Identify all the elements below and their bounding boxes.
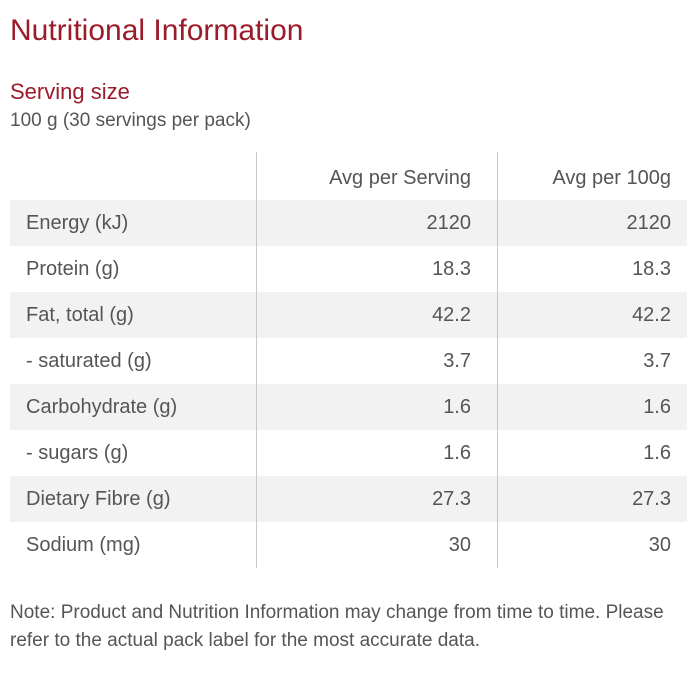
value-per-serving: 27.3: [256, 476, 497, 522]
value-per-serving: 3.7: [256, 338, 497, 384]
page-title: Nutritional Information: [10, 14, 304, 47]
value-per-100g: 2120: [497, 200, 687, 246]
nutrient-name: - saturated (g): [26, 349, 152, 372]
nutrient-name: Carbohydrate (g): [26, 395, 178, 418]
column-header-avg-per-serving: Avg per Serving: [256, 152, 497, 200]
value-per-100g: 1.6: [497, 384, 687, 430]
nutrient-name: - sugars (g): [26, 441, 129, 464]
value-per-serving: 1.6: [256, 430, 497, 476]
value-per-serving: 1.6: [256, 384, 497, 430]
table-row-saturated: - saturated (g) 3.7 3.7: [10, 338, 687, 384]
value-per-serving: 42.2: [256, 292, 497, 338]
table-header-row: Avg per Serving Avg per 100g: [10, 152, 687, 200]
nutrient-name: Protein (g): [26, 257, 120, 280]
table-row-dietary-fibre: Dietary Fibre (g) 27.3 27.3: [10, 476, 687, 522]
table-row-sodium: Sodium (mg) 30 30: [10, 522, 687, 568]
table-row-protein: Protein (g) 18.3 18.3: [10, 246, 687, 292]
nutrient-name: Energy (kJ): [26, 211, 129, 234]
value-per-serving: 18.3: [256, 246, 497, 292]
value-per-100g: 27.3: [497, 476, 687, 522]
nutrient-name: Dietary Fibre (g): [26, 487, 171, 510]
nutrition-table: Avg per Serving Avg per 100g Energy (kJ)…: [10, 152, 687, 568]
value-per-100g: 1.6: [497, 430, 687, 476]
nutrient-name: Fat, total (g): [26, 303, 134, 326]
table-row-sugars: - sugars (g) 1.6 1.6: [10, 430, 687, 476]
value-per-100g: 18.3: [497, 246, 687, 292]
table-row-carbohydrate: Carbohydrate (g) 1.6 1.6: [10, 384, 687, 430]
table-row-energy: Energy (kJ) 2120 2120: [10, 200, 687, 246]
value-per-100g: 30: [497, 522, 687, 568]
value-per-serving: 2120: [256, 200, 497, 246]
nutrient-name: Sodium (mg): [26, 533, 141, 556]
disclaimer-note: Note: Product and Nutrition Information …: [10, 602, 664, 651]
table-row-fat-total: Fat, total (g) 42.2 42.2: [10, 292, 687, 338]
column-header-avg-per-100g: Avg per 100g: [497, 152, 687, 200]
value-per-serving: 30: [256, 522, 497, 568]
value-per-100g: 3.7: [497, 338, 687, 384]
value-per-100g: 42.2: [497, 292, 687, 338]
serving-size-value: 100 g (30 servings per pack): [10, 110, 251, 131]
column-header-nutrient: [10, 152, 256, 200]
serving-size-heading: Serving size: [10, 79, 130, 104]
